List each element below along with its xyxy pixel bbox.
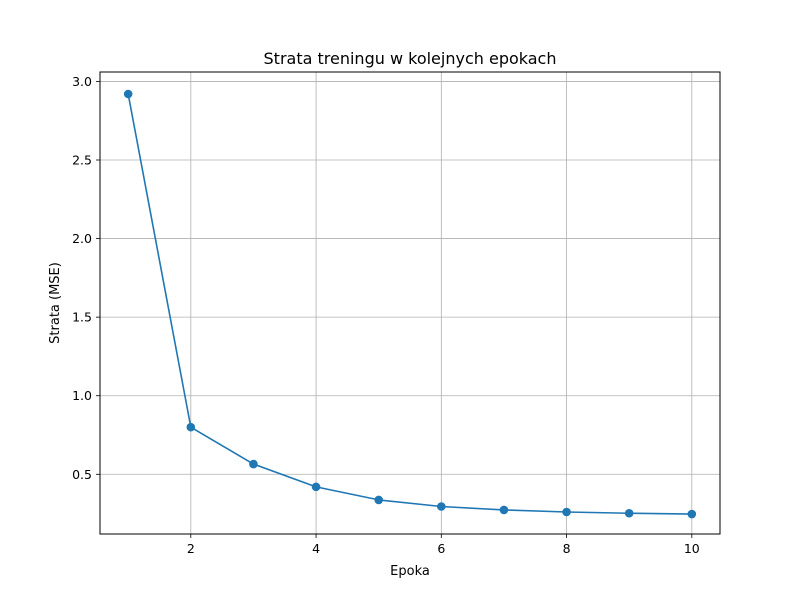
grid [100, 72, 720, 534]
y-tick-label: 2.0 [72, 231, 92, 246]
data-point [186, 422, 196, 432]
y-tick-label: 3.0 [72, 74, 92, 89]
y-axis-label: Strata (MSE) [48, 262, 63, 344]
data-point [374, 495, 383, 505]
x-tick-label: 4 [312, 541, 320, 556]
ticks: 2 4 6 8 10 0.5 1.0 1.5 2.0 2.5 3.0 [72, 74, 700, 556]
data-point [249, 459, 258, 469]
x-tick-label: 6 [437, 541, 445, 556]
x-tick-label: 8 [563, 541, 571, 556]
data-point [311, 482, 321, 492]
y-tick-label: 0.5 [72, 467, 92, 482]
x-tick-label: 10 [684, 541, 700, 556]
data-point [624, 508, 634, 518]
y-tick-label: 2.5 [72, 153, 92, 168]
series-layer [123, 89, 697, 519]
y-tick-label: 1.5 [72, 310, 92, 325]
plot-frame [99, 71, 721, 535]
data-point [562, 507, 571, 517]
chart-title: Strata treningu w kolejnych epokach [264, 49, 557, 68]
y-tick-label: 1.0 [72, 388, 92, 403]
x-axis-label: Epoka [390, 564, 430, 579]
data-point [499, 505, 509, 515]
data-point [123, 89, 133, 99]
data-point [687, 509, 697, 519]
x-tick-label: 2 [187, 541, 195, 556]
series-line [127, 93, 692, 515]
data-point [437, 502, 446, 511]
